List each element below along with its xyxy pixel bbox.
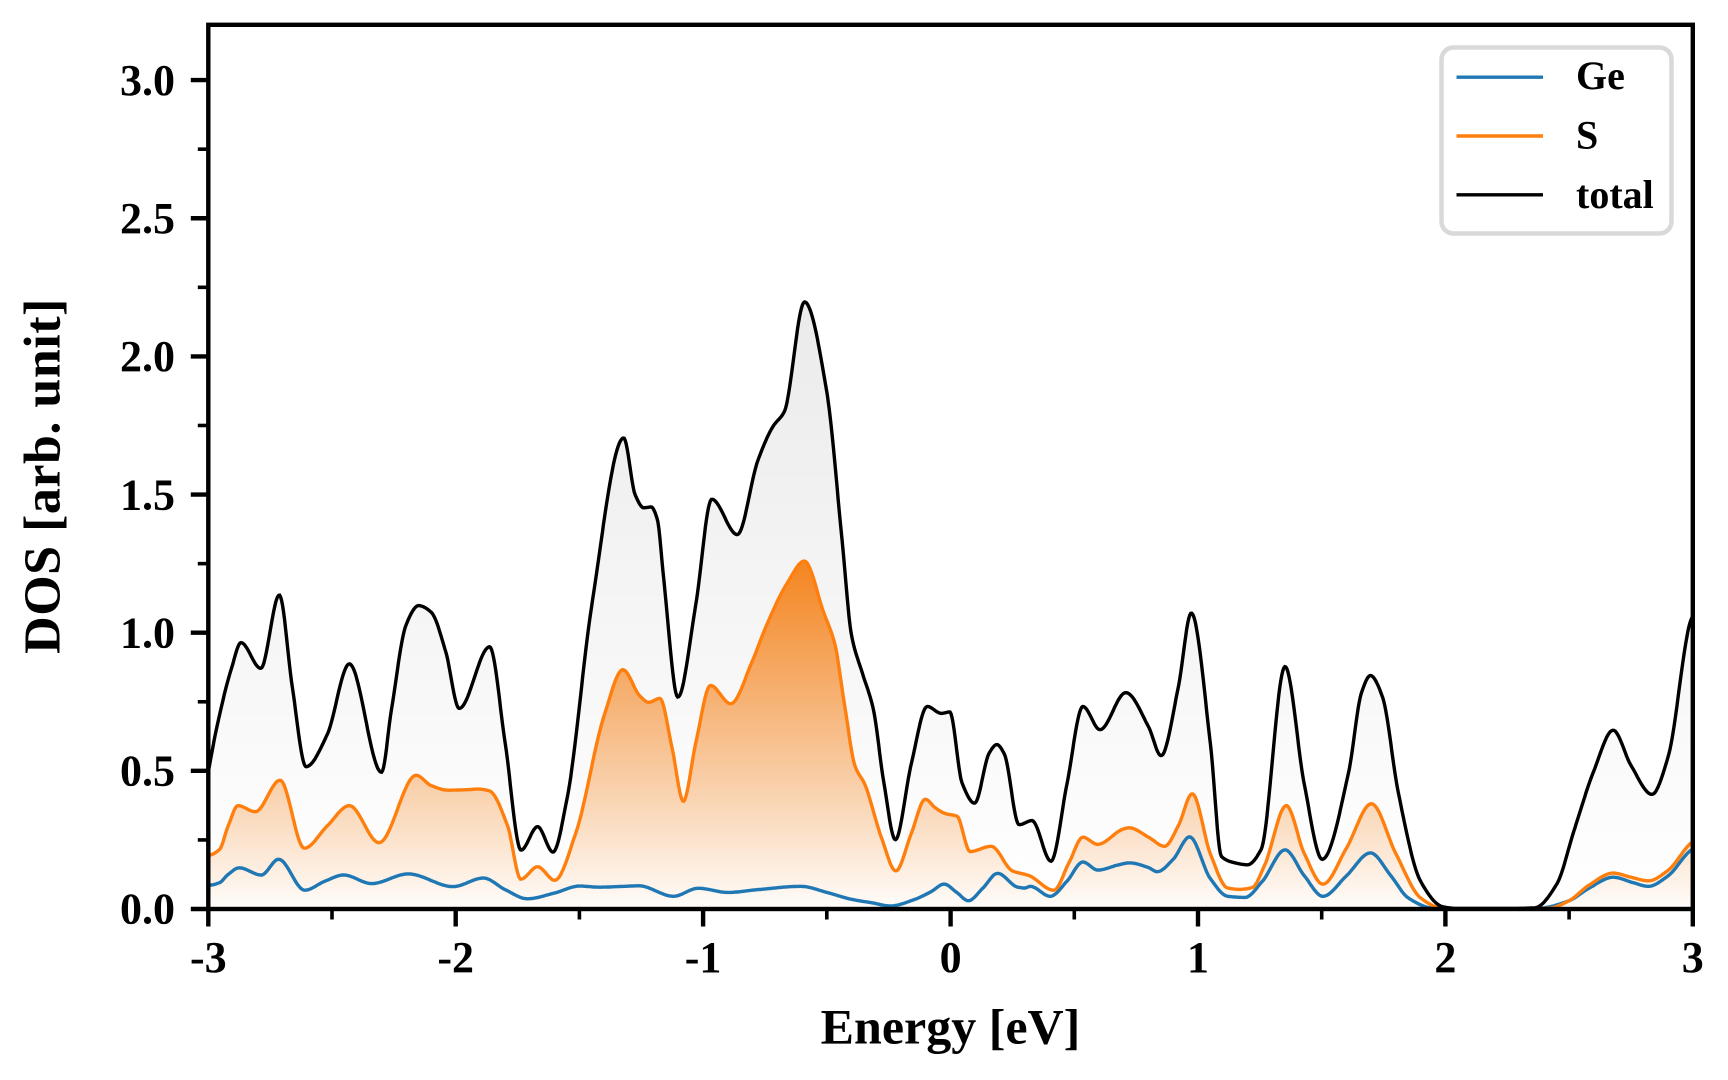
svg-text:0.5: 0.5 — [120, 747, 175, 796]
svg-text:1.5: 1.5 — [120, 470, 175, 519]
svg-text:3: 3 — [1682, 933, 1704, 982]
svg-text:0: 0 — [940, 933, 962, 982]
svg-text:S: S — [1576, 113, 1598, 158]
svg-text:2.5: 2.5 — [120, 194, 175, 243]
svg-text:Energy [eV]: Energy [eV] — [821, 999, 1081, 1055]
svg-text:-3: -3 — [190, 933, 227, 982]
svg-text:3.0: 3.0 — [120, 56, 175, 105]
svg-text:2.0: 2.0 — [120, 332, 175, 381]
svg-text:0.0: 0.0 — [120, 885, 175, 934]
svg-text:Ge: Ge — [1576, 53, 1625, 98]
svg-text:total: total — [1576, 172, 1654, 217]
svg-text:2: 2 — [1434, 933, 1456, 982]
svg-text:1: 1 — [1187, 933, 1209, 982]
svg-text:-2: -2 — [437, 933, 474, 982]
svg-text:DOS [arb. unit]: DOS [arb. unit] — [15, 298, 72, 654]
svg-text:-1: -1 — [685, 933, 722, 982]
svg-text:1.0: 1.0 — [120, 608, 175, 657]
